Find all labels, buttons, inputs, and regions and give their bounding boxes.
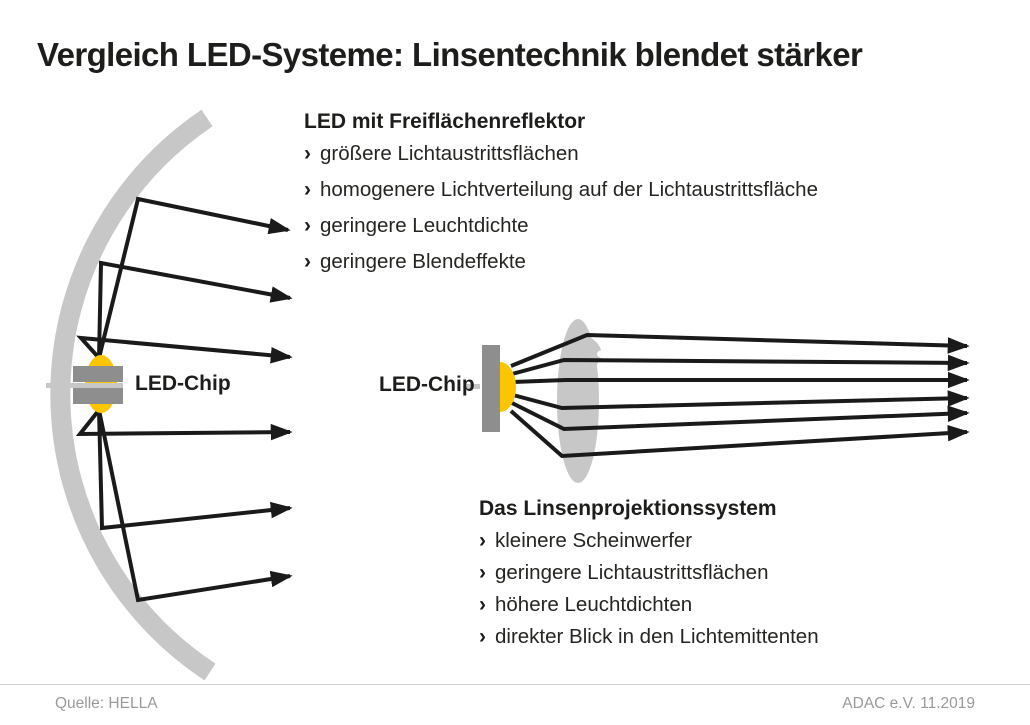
light-ray-arrow (512, 371, 970, 389)
light-ray-arrow (97, 260, 293, 359)
section-lens-heading: Das Linsenprojektionssystem (479, 497, 777, 520)
list-item: › direkter Blick in den Lichtemittenten (479, 625, 1030, 649)
chip-bar-bottom (73, 388, 123, 404)
light-ray-arrow (509, 409, 970, 459)
section-lens-list: › kleinere Scheinwerfer › geringere Lich… (479, 529, 1030, 649)
reflector-light-rays (75, 196, 293, 603)
optical-axis-tick-right (466, 384, 480, 389)
list-item-text: geringere Blendeffekte (320, 250, 526, 273)
light-ray-arrow (510, 332, 970, 368)
chip-bar-top (73, 366, 123, 382)
lens-flange (578, 332, 603, 382)
light-ray-arrow (512, 390, 970, 411)
reflector-arc (50, 109, 216, 681)
list-item-text: homogenere Lichtverteilung auf der Licht… (320, 178, 818, 201)
list-item: › kleinere Scheinwerfer (479, 529, 1030, 553)
light-ray-arrow (97, 409, 293, 531)
list-item: › homogenere Lichtverteilung auf der Lic… (304, 178, 944, 202)
chevron-bullet-icon: › (304, 250, 311, 273)
led-dome-right (500, 362, 516, 412)
chevron-bullet-icon: › (479, 561, 486, 584)
led-chip-label-left: LED-Chip (135, 372, 231, 395)
list-item-text: höhere Leuchtdichten (495, 593, 693, 616)
chip-board-right (482, 345, 500, 432)
list-item: › geringere Blendeffekte (304, 250, 944, 274)
footer-source: Quelle: HELLA (55, 695, 158, 712)
chevron-bullet-icon: › (479, 625, 486, 648)
light-ray-arrow (75, 408, 293, 441)
chevron-bullet-icon: › (304, 142, 311, 165)
light-ray-arrow (97, 196, 291, 359)
footer-credit: ADAC e.V. 11.2019 (842, 695, 975, 712)
list-item-text: geringere Lichtaustrittsflächen (495, 561, 769, 584)
chevron-bullet-icon: › (479, 529, 486, 552)
list-item-text: größere Lichtaustrittsflächen (320, 142, 579, 165)
footer-divider (0, 684, 1030, 685)
chevron-bullet-icon: › (304, 178, 311, 201)
light-ray-arrow (511, 354, 970, 376)
light-ray-arrow (511, 401, 970, 432)
list-item: › höhere Leuchtdichten (479, 593, 1030, 617)
chevron-bullet-icon: › (479, 593, 486, 616)
section-lens: Das Linsenprojektionssystem › kleinere S… (479, 497, 1030, 657)
lens-light-rays (509, 332, 970, 459)
chevron-bullet-icon: › (304, 214, 311, 237)
led-chip-label-right: LED-Chip (379, 373, 475, 396)
light-ray-arrow (97, 409, 293, 603)
list-item-text: direkter Blick in den Lichtemittenten (495, 625, 819, 648)
list-item-text: kleinere Scheinwerfer (495, 529, 693, 552)
list-item: › geringere Leuchtdichte (304, 214, 944, 238)
section-reflector: LED mit Freiflächenreflektor › größere L… (304, 110, 944, 286)
list-item: › größere Lichtaustrittsflächen (304, 142, 944, 166)
page-title: Vergleich LED-Systeme: Linsentechnik ble… (37, 36, 863, 74)
list-item-text: geringere Leuchtdichte (320, 214, 529, 237)
light-ray-arrow (76, 335, 293, 364)
chip-axis-line-left (46, 383, 123, 388)
list-item: › geringere Lichtaustrittsflächen (479, 561, 1030, 585)
section-reflector-heading: LED mit Freiflächenreflektor (304, 110, 586, 133)
section-reflector-list: › größere Lichtaustrittsflächen › homoge… (304, 142, 944, 274)
